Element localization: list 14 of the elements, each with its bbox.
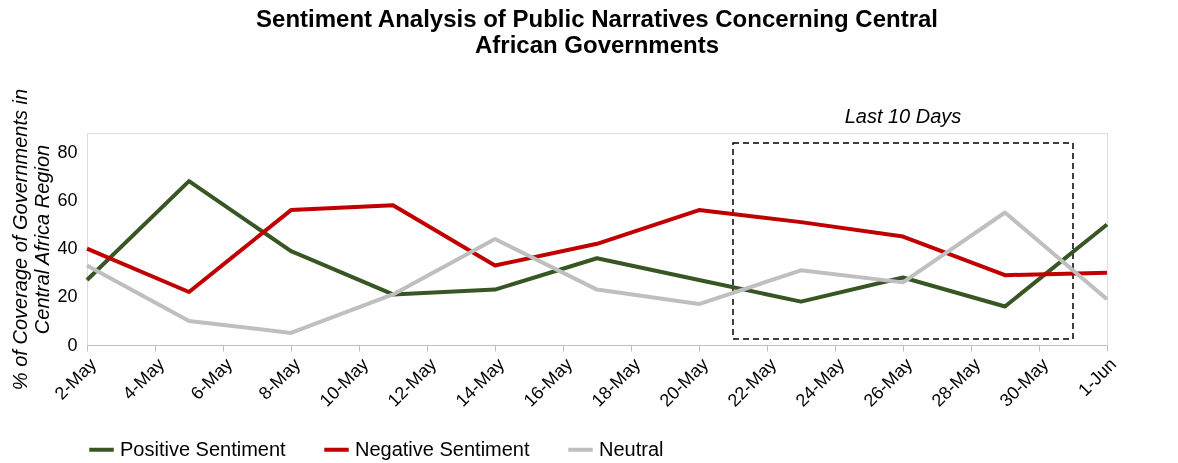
y-tick-label: 80	[57, 141, 78, 162]
line-series	[85, 210, 1109, 335]
chart-title: Sentiment Analysis of Public Narratives Concerning Central African Governments	[256, 5, 938, 59]
y-tick-label: 20	[57, 286, 78, 307]
legend-label: Positive Sentiment	[120, 437, 287, 460]
legend-label: Negative Sentiment	[355, 437, 530, 460]
y-tick-label: 60	[57, 189, 78, 210]
y-tick-label: 0	[67, 334, 78, 355]
y-tick-label: 40	[57, 238, 78, 259]
line-series	[85, 203, 1109, 294]
line-series	[85, 179, 1109, 309]
y-axis-title: % of Coverage of Governments in Central Africa Region	[9, 88, 54, 391]
band-label: Last 10 Days	[844, 105, 962, 127]
legend-label: Neutral	[599, 437, 664, 460]
